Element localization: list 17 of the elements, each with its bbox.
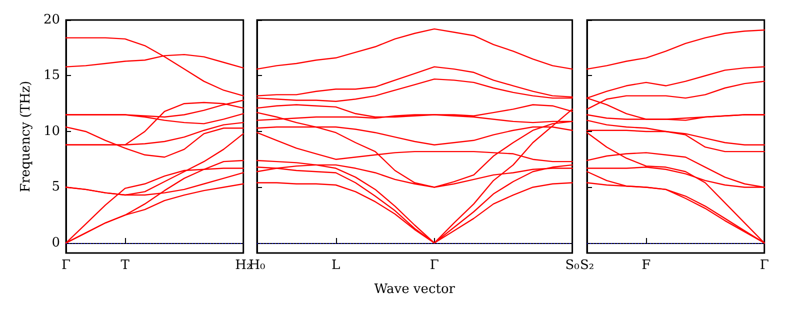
x-tick-label: Γ <box>759 258 769 273</box>
x-tick-label: H₀ <box>249 258 266 273</box>
y-tick-label: 5 <box>52 180 60 195</box>
x-tick-label: T <box>120 258 130 273</box>
x-tick-label: L <box>332 258 341 273</box>
x-tick-label: Γ <box>430 258 440 273</box>
y-tick-label: 0 <box>52 235 60 250</box>
x-tick-label: F <box>641 258 650 273</box>
x-tick-label: S₀ <box>566 258 580 273</box>
y-tick-label: 10 <box>43 124 60 139</box>
x-tick-label: Γ <box>61 258 71 273</box>
y-axis-title: Frequency (THz) <box>18 80 34 192</box>
x-tick-label: H₂ <box>235 258 252 273</box>
y-tick-label: 15 <box>43 68 60 84</box>
y-tick-label: 20 <box>43 12 60 28</box>
x-axis-title: Wave vector <box>374 282 456 297</box>
x-tick-label: S₂ <box>580 258 594 273</box>
